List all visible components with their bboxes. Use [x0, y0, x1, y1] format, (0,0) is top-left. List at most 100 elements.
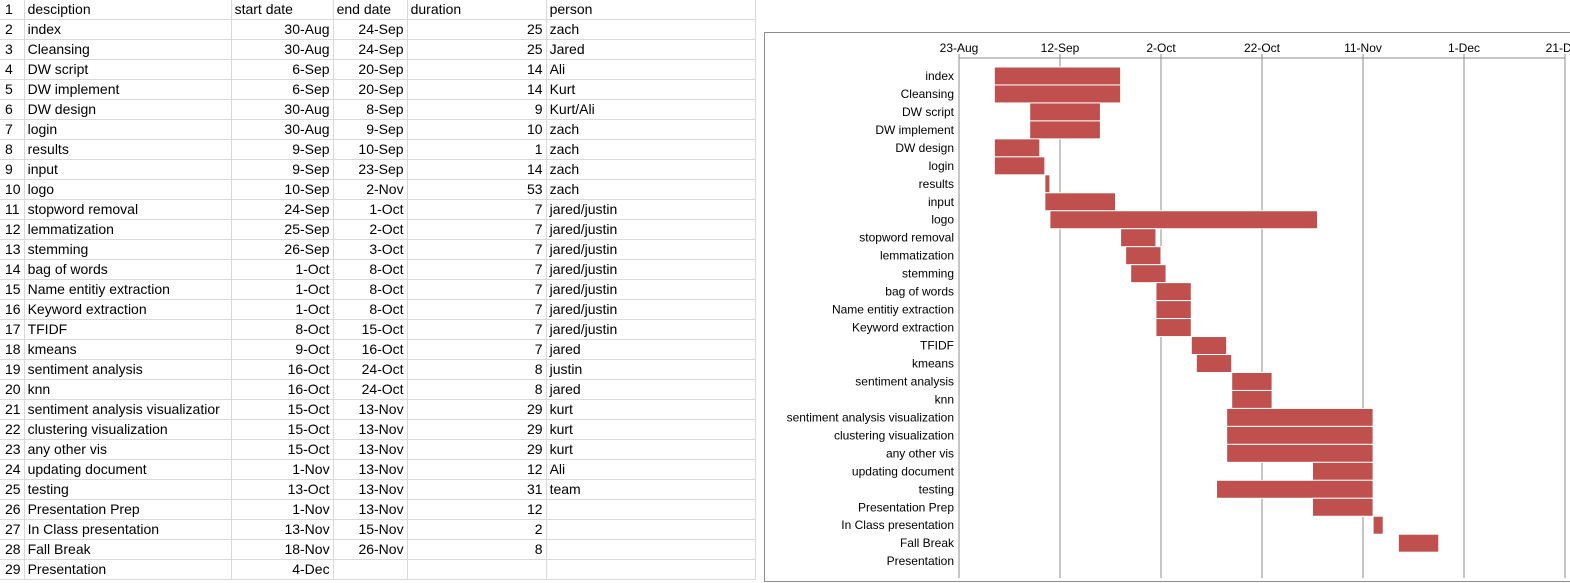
table-cell[interactable]: 15-Nov — [333, 519, 408, 540]
table-cell[interactable]: 7 — [407, 319, 547, 340]
table-cell[interactable]: stopword removal — [24, 199, 232, 220]
table-cell[interactable]: 13-Nov — [333, 419, 408, 440]
table-cell[interactable]: 25 — [407, 39, 547, 60]
table-cell[interactable]: jared — [546, 379, 756, 400]
table-cell[interactable]: 1-Oct — [231, 259, 334, 280]
table-cell[interactable]: 10 — [407, 119, 547, 140]
table-cell[interactable]: jared/justin — [546, 259, 756, 280]
table-cell[interactable]: 13-Nov — [333, 479, 408, 500]
table-cell[interactable]: 30-Aug — [231, 39, 334, 60]
table-cell[interactable]: 23-Sep — [333, 159, 408, 180]
table-cell[interactable]: Keyword extraction — [24, 299, 232, 320]
table-cell[interactable]: 15-Oct — [231, 439, 334, 460]
table-cell[interactable]: 7 — [407, 219, 547, 240]
table-cell[interactable]: 20-Sep — [333, 79, 408, 100]
column-header[interactable]: desciption — [24, 0, 232, 20]
table-cell[interactable]: 7 — [407, 279, 547, 300]
table-cell[interactable] — [546, 519, 756, 540]
table-cell[interactable]: 20-Sep — [333, 59, 408, 80]
table-cell[interactable]: 8-Oct — [231, 319, 334, 340]
table-cell[interactable]: Cleansing — [24, 39, 232, 60]
table-cell[interactable]: 24-Oct — [333, 379, 408, 400]
table-cell[interactable]: results — [24, 139, 232, 160]
table-cell[interactable]: 29 — [407, 439, 547, 460]
table-cell[interactable]: 15-Oct — [231, 399, 334, 420]
table-cell[interactable]: 16-Oct — [333, 339, 408, 360]
table-cell[interactable]: Kurt/Ali — [546, 99, 756, 120]
table-cell[interactable]: jared/justin — [546, 319, 756, 340]
table-cell[interactable]: 1-Oct — [231, 299, 334, 320]
table-cell[interactable]: TFIDF — [24, 319, 232, 340]
table-cell[interactable]: Ali — [546, 459, 756, 480]
table-cell[interactable]: 7 — [407, 239, 547, 260]
table-cell[interactable]: 16-Oct — [231, 379, 334, 400]
table-cell[interactable]: DW script — [24, 59, 232, 80]
table-cell[interactable] — [546, 499, 756, 520]
column-header[interactable]: start date — [231, 0, 334, 20]
table-cell[interactable] — [546, 559, 756, 580]
table-cell[interactable]: 14 — [407, 79, 547, 100]
table-cell[interactable]: 1-Oct — [333, 199, 408, 220]
table-cell[interactable]: 29 — [407, 419, 547, 440]
table-cell[interactable]: 25 — [407, 19, 547, 40]
table-cell[interactable]: 13-Nov — [333, 439, 408, 460]
table-cell[interactable]: 53 — [407, 179, 547, 200]
table-cell[interactable]: 9-Sep — [231, 139, 334, 160]
table-cell[interactable]: zach — [546, 139, 756, 160]
table-cell[interactable]: 9-Sep — [333, 119, 408, 140]
table-cell[interactable]: 15-Oct — [231, 419, 334, 440]
table-cell[interactable]: 7 — [407, 299, 547, 320]
table-cell[interactable]: DW implement — [24, 79, 232, 100]
table-cell[interactable]: 7 — [407, 199, 547, 220]
table-cell[interactable]: login — [24, 119, 232, 140]
table-cell[interactable]: 18-Nov — [231, 539, 334, 560]
table-cell[interactable]: Kurt — [546, 79, 756, 100]
table-cell[interactable]: 31 — [407, 479, 547, 500]
table-cell[interactable]: 7 — [407, 259, 547, 280]
table-cell[interactable]: zach — [546, 159, 756, 180]
table-cell[interactable]: jared/justin — [546, 239, 756, 260]
table-cell[interactable]: DW design — [24, 99, 232, 120]
table-cell[interactable]: 30-Aug — [231, 99, 334, 120]
table-cell[interactable]: 14 — [407, 159, 547, 180]
table-cell[interactable]: 8 — [407, 539, 547, 560]
table-cell[interactable]: 4-Dec — [231, 559, 334, 580]
table-cell[interactable]: 24-Oct — [333, 359, 408, 380]
table-cell[interactable]: zach — [546, 119, 756, 140]
table-cell[interactable]: Jared — [546, 39, 756, 60]
table-cell[interactable]: justin — [546, 359, 756, 380]
table-cell[interactable]: 7 — [407, 339, 547, 360]
table-cell[interactable]: 9 — [407, 99, 547, 120]
table-cell[interactable]: 9-Oct — [231, 339, 334, 360]
table-cell[interactable]: kurt — [546, 419, 756, 440]
table-cell[interactable]: bag of words — [24, 259, 232, 280]
table-cell[interactable] — [333, 559, 408, 580]
table-cell[interactable]: Presentation Prep — [24, 499, 232, 520]
table-cell[interactable]: logo — [24, 179, 232, 200]
table-cell[interactable]: 2-Nov — [333, 179, 408, 200]
table-cell[interactable]: 26-Sep — [231, 239, 334, 260]
table-cell[interactable]: 26-Nov — [333, 539, 408, 560]
table-cell[interactable]: kurt — [546, 439, 756, 460]
table-cell[interactable]: clustering visualization — [24, 419, 232, 440]
table-cell[interactable]: 6-Sep — [231, 79, 334, 100]
table-cell[interactable]: 2-Oct — [333, 219, 408, 240]
table-cell[interactable]: 30-Aug — [231, 119, 334, 140]
table-cell[interactable]: Name entitiy extraction — [24, 279, 232, 300]
table-cell[interactable]: 14 — [407, 59, 547, 80]
table-cell[interactable]: 13-Nov — [231, 519, 334, 540]
table-cell[interactable]: 24-Sep — [333, 39, 408, 60]
column-header[interactable]: end date — [333, 0, 408, 20]
table-cell[interactable]: In Class presentation — [24, 519, 232, 540]
table-cell[interactable]: 8-Oct — [333, 299, 408, 320]
table-cell[interactable]: jared/justin — [546, 299, 756, 320]
table-cell[interactable]: lemmatization — [24, 219, 232, 240]
table-cell[interactable]: 13-Nov — [333, 459, 408, 480]
table-cell[interactable]: stemming — [24, 239, 232, 260]
table-cell[interactable]: knn — [24, 379, 232, 400]
table-cell[interactable]: 24-Sep — [333, 19, 408, 40]
table-cell[interactable]: Fall Break — [24, 539, 232, 560]
table-cell[interactable]: 25-Sep — [231, 219, 334, 240]
table-cell[interactable]: kurt — [546, 399, 756, 420]
table-cell[interactable]: 6-Sep — [231, 59, 334, 80]
